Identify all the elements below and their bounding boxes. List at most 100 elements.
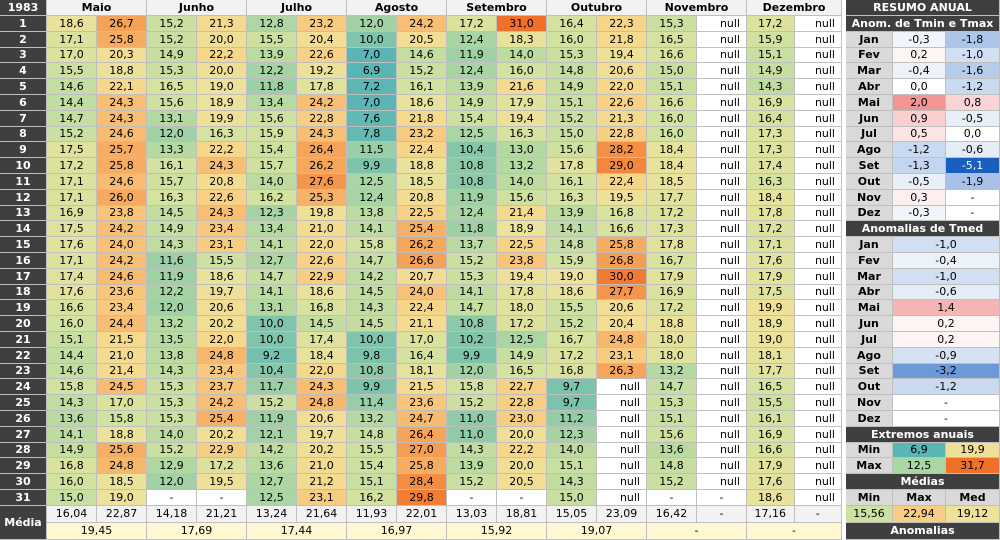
- tmin-cell: 14,1: [547, 221, 597, 238]
- tmin-cell: 15,3: [147, 63, 197, 80]
- tmin-cell: 10,8: [447, 316, 497, 332]
- tmin-cell: 18,6: [47, 16, 97, 32]
- tmin-cell: 17,7: [747, 363, 795, 380]
- tmax-cell: null: [597, 379, 647, 396]
- tmax-cell: 26,3: [597, 363, 647, 380]
- tmax-cell: 20,2: [197, 426, 247, 443]
- tmax-cell: 18,8: [97, 426, 147, 443]
- tmin-cell: 14,3: [147, 363, 197, 380]
- tmax-cell: null: [697, 126, 747, 143]
- tmin-cell: 11,0: [447, 411, 497, 427]
- tmin-cell: 14,7: [347, 253, 397, 269]
- tmax-cell: 23,1: [297, 490, 347, 506]
- mean-cell: 15,05: [547, 505, 597, 523]
- tmin-cell: 13,4: [247, 221, 297, 238]
- mean-tmed-cell: 19,07: [547, 522, 647, 540]
- tmin-cell: 15,2: [47, 126, 97, 143]
- tmin-cell: 17,5: [747, 284, 795, 301]
- tmin-anomaly: -0,3: [893, 31, 946, 48]
- tmax-cell: null: [697, 174, 747, 190]
- tmax-cell: 22,2: [197, 142, 247, 159]
- mean-cell: 22,87: [97, 505, 147, 523]
- tmin-cell: 17,8: [547, 158, 597, 174]
- tmin-cell: 16,5: [147, 79, 197, 95]
- tmin-cell: 16,8: [47, 458, 97, 475]
- tmin-cell: 17,2: [47, 158, 97, 174]
- month-label: Set: [846, 363, 893, 380]
- tmin-anomaly: -1,2: [893, 142, 946, 159]
- tmin-cell: 16,3: [547, 189, 597, 206]
- tmin-cell: 12,5: [347, 174, 397, 190]
- tmax-cell: null: [697, 268, 747, 285]
- tmin-cell: 15,8: [47, 379, 97, 396]
- tmax-cell: 17,4: [297, 332, 347, 348]
- tmax-cell: 23,6: [97, 284, 147, 301]
- day-label: 13: [0, 205, 47, 222]
- tmin-cell: 17,3: [747, 126, 795, 143]
- tmin-cell: 15,5: [47, 63, 97, 80]
- tmin-cell: 7,8: [347, 126, 397, 143]
- tmin-cell: 14,0: [547, 442, 597, 459]
- month-header: Julho: [247, 0, 347, 16]
- day-label: 14: [0, 221, 47, 238]
- tmin-cell: 14,7: [447, 300, 497, 317]
- tmax-anomaly: 0,8: [946, 95, 1000, 111]
- mean-tmed-cell: 17,44: [247, 522, 347, 540]
- tmin-cell: 16,3: [147, 189, 197, 206]
- month-header: Agosto: [347, 0, 447, 16]
- tmax-cell: -: [197, 490, 247, 506]
- tmax-cell: 24,8: [97, 458, 147, 475]
- tmax-cell: null: [697, 458, 747, 475]
- tmax-cell: null: [794, 95, 842, 111]
- tmed-anomaly: 1,4: [893, 300, 1000, 317]
- tmin-cell: 14,2: [347, 268, 397, 285]
- tmin-cell: 17,2: [647, 205, 697, 222]
- tmax-cell: null: [597, 490, 647, 506]
- tmin-cell: 15,0: [547, 126, 597, 143]
- tmax-cell: 22,7: [497, 379, 547, 396]
- tmax-cell: null: [794, 63, 842, 80]
- tmin-cell: 10,2: [447, 332, 497, 348]
- tmin-cell: 14,9: [547, 79, 597, 95]
- tmax-cell: null: [794, 490, 842, 506]
- tmax-cell: 24,2: [297, 95, 347, 111]
- day-label: 17: [0, 268, 47, 285]
- tmin-cell: -: [447, 490, 497, 506]
- tmax-cell: 16,0: [497, 63, 547, 80]
- month-label: Fev: [846, 253, 893, 269]
- tmax-cell: null: [697, 110, 747, 127]
- day-label: 3: [0, 47, 47, 64]
- tmin-cell: 7,6: [347, 110, 397, 127]
- mean-cell: 23,09: [597, 505, 647, 523]
- tmin-cell: 14,8: [547, 237, 597, 253]
- tmax-cell: 24,3: [97, 95, 147, 111]
- day-label: 6: [0, 95, 47, 111]
- tmax-cell: 26,2: [397, 237, 447, 253]
- means-header: Med: [946, 490, 1000, 506]
- tmin-cell: 16,6: [647, 47, 697, 64]
- tmax-cell: 23,1: [597, 347, 647, 364]
- tmin-cell: 9,2: [247, 347, 297, 364]
- tmin-cell: 15,1: [547, 95, 597, 111]
- tmax-cell: 25,4: [197, 411, 247, 427]
- tmax-cell: null: [794, 268, 842, 285]
- tmin-cell: 9,9: [447, 347, 497, 364]
- day-label: 12: [0, 189, 47, 206]
- tmax-cell: 31,0: [497, 16, 547, 32]
- mean-cell: 11,93: [347, 505, 397, 523]
- tmax-cell: 20,4: [597, 316, 647, 332]
- tmin-cell: 15,3: [447, 268, 497, 285]
- tmed-anomaly: -0,9: [893, 347, 1000, 364]
- tmin-cell: 17,2: [547, 347, 597, 364]
- tmin-cell: 16,0: [647, 126, 697, 143]
- tmax-cell: 23,2: [397, 126, 447, 143]
- tmin-cell: 15,2: [447, 474, 497, 490]
- tmin-cell: 14,7: [247, 268, 297, 285]
- tmin-cell: 7,0: [347, 95, 397, 111]
- tmin-cell: 17,8: [647, 237, 697, 253]
- tmin-cell: 10,0: [247, 316, 297, 332]
- tmax-cell: 24,8: [597, 332, 647, 348]
- tmin-cell: 11,5: [347, 142, 397, 159]
- tmax-cell: 25,8: [397, 458, 447, 475]
- day-label: 10: [0, 158, 47, 174]
